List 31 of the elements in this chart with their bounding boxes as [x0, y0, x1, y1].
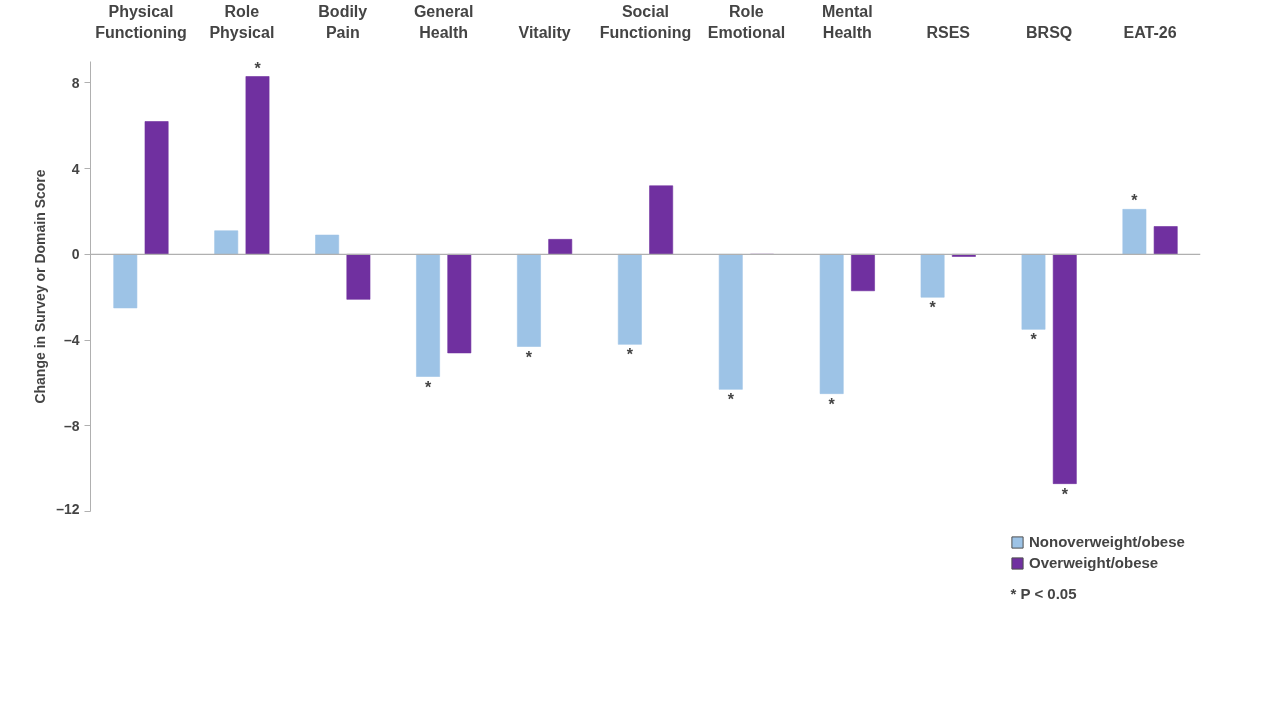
y-axis-title: Change in Survey or Domain Score	[32, 169, 49, 404]
annotation: *	[1030, 331, 1038, 349]
annotation: *	[828, 395, 836, 413]
x-tick-label: BRSQ	[1026, 23, 1073, 41]
x-tick-label: RSES	[926, 23, 971, 41]
annotation: *	[929, 299, 937, 317]
x-tick-label: EAT-26	[1123, 23, 1177, 41]
annotation: *	[424, 378, 432, 396]
legend-label: Overweight/obese	[1029, 554, 1159, 571]
annotation: *	[525, 348, 533, 366]
x-tick-label: Bodily Pain	[318, 3, 368, 41]
y-tick-label: 0	[71, 246, 80, 263]
y-tick-label: 4	[71, 160, 80, 177]
y-tick-label: –8	[63, 417, 80, 434]
x-tick-label: Social Functioning	[599, 3, 692, 41]
y-tick-label: 8	[71, 74, 80, 91]
annotation: *	[1131, 192, 1139, 210]
y-tick-label: –4	[63, 332, 80, 349]
annotation: *	[254, 59, 262, 77]
x-tick-label: Role Emotional	[707, 3, 786, 41]
x-tick-label: Vitality	[518, 23, 571, 41]
text: * P < 0.05	[1010, 584, 1077, 602]
y-tick-label: –12	[56, 500, 80, 517]
annotation: *	[626, 346, 634, 364]
x-tick-label: Role Physical	[209, 3, 275, 41]
legend-label: Nonoverweight/obese	[1029, 533, 1185, 550]
annotation: *	[1061, 485, 1069, 503]
x-tick-label: Physical Functioning	[95, 3, 187, 41]
x-tick-label: General Health	[413, 3, 474, 41]
x-tick-label: Mental Health	[821, 3, 873, 41]
annotation: *	[727, 391, 735, 409]
